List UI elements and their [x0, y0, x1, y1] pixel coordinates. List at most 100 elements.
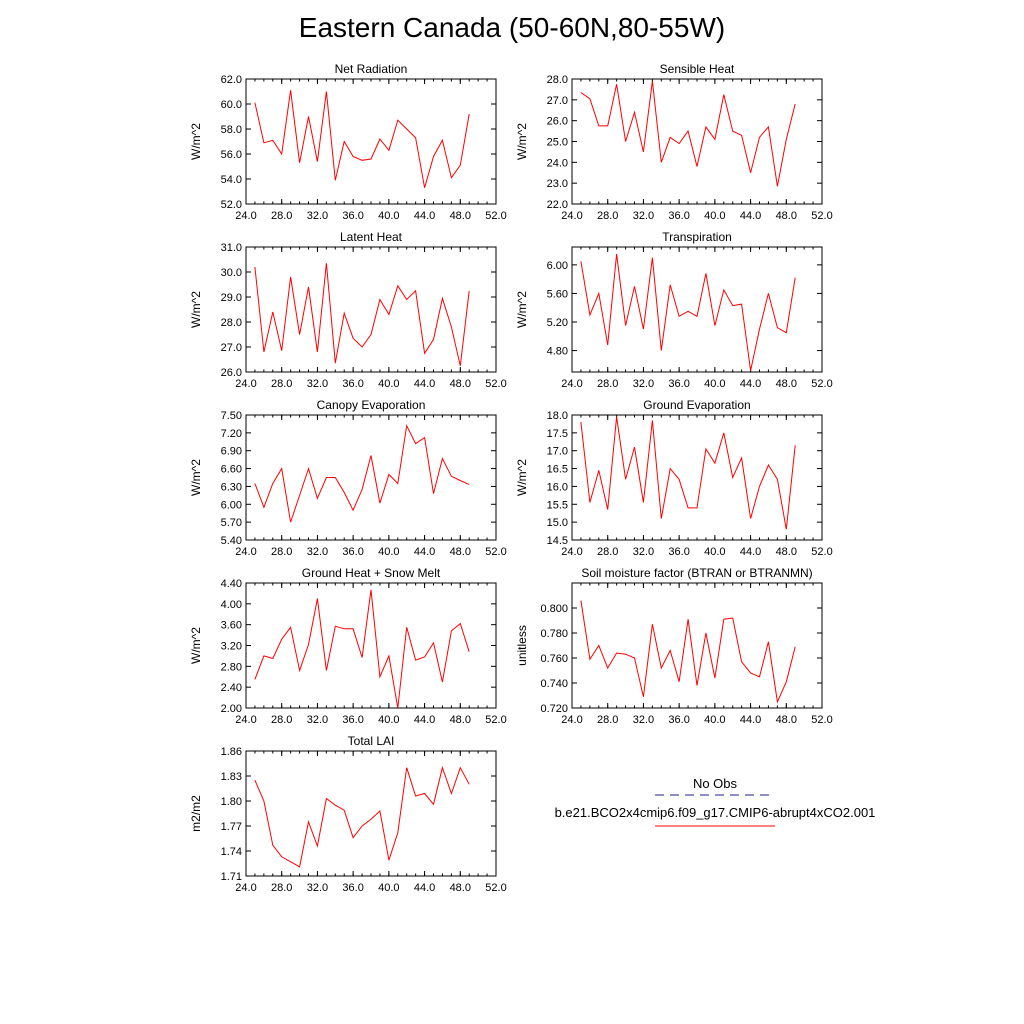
- x-tick-label: 48.0: [450, 882, 471, 894]
- panel-title: Latent Heat: [340, 230, 403, 244]
- series-line-1: [580, 416, 796, 530]
- y-tick-label: 6.30: [221, 481, 242, 493]
- y-tick-label: 24.0: [547, 157, 568, 169]
- legend: No Obs b.e21.BCO2x4cmip6.f09_g17.CMIP6-a…: [520, 776, 910, 832]
- series-line-1: [254, 765, 470, 868]
- x-tick-label: 48.0: [450, 210, 471, 222]
- y-tick-label: 2.40: [221, 682, 242, 694]
- y-tick-label: 15.5: [547, 499, 568, 511]
- x-tick-label: 28.0: [597, 378, 618, 390]
- x-tick-label: 40.0: [704, 210, 725, 222]
- legend-label-obs: No Obs: [692, 776, 738, 791]
- x-tick-label: 36.0: [342, 210, 363, 222]
- panel-9: Total LAI m2/m2 24.0 28.0 32.0 36.0 40.0 44.0 48…: [189, 734, 507, 894]
- y-tick-label: 14.5: [547, 535, 568, 547]
- y-tick-label: 1.86: [221, 746, 242, 758]
- x-tick-label: 48.0: [776, 378, 797, 390]
- x-tick-label: 36.0: [668, 378, 689, 390]
- y-axis-label: W/m^2: [189, 291, 203, 328]
- x-tick-label: 32.0: [633, 546, 654, 558]
- y-tick-label: 30.0: [221, 267, 242, 279]
- y-tick-label: 16.5: [547, 464, 568, 476]
- x-tick-label: 44.0: [414, 210, 435, 222]
- y-axis-label: W/m^2: [515, 459, 529, 496]
- x-tick-label: 40.0: [704, 546, 725, 558]
- panel-title: Canopy Evaporation: [317, 398, 426, 412]
- x-tick-label: 52.0: [811, 714, 832, 726]
- y-tick-label: 31.0: [221, 242, 242, 254]
- x-tick-label: 32.0: [307, 210, 328, 222]
- x-tick-label: 36.0: [342, 882, 363, 894]
- panel-title: Ground Evaporation: [643, 398, 750, 412]
- x-tick-label: 48.0: [450, 714, 471, 726]
- y-tick-label: 16.0: [547, 481, 568, 493]
- y-tick-label: 29.0: [221, 292, 242, 304]
- x-tick-label: 44.0: [740, 546, 761, 558]
- y-axis-label: unitless: [515, 625, 529, 666]
- x-tick-label: 28.0: [271, 546, 292, 558]
- x-tick-label: 28.0: [271, 210, 292, 222]
- x-tick-label: 44.0: [740, 210, 761, 222]
- x-tick-label: 52.0: [485, 714, 506, 726]
- x-tick-label: 24.0: [235, 714, 256, 726]
- x-tick-label: 32.0: [307, 882, 328, 894]
- x-tick-label: 44.0: [740, 714, 761, 726]
- x-tick-label: 24.0: [561, 546, 582, 558]
- panel-8: Soil moisture factor (BTRAN or BTRANMN) u…: [515, 566, 833, 726]
- y-axis-label: W/m^2: [189, 627, 203, 664]
- series-line-1: [580, 600, 796, 704]
- x-tick-label: 28.0: [271, 882, 292, 894]
- panel-title: Ground Heat + Snow Melt: [302, 566, 441, 580]
- y-tick-label: 23.0: [547, 178, 568, 190]
- y-tick-label: 56.0: [221, 149, 242, 161]
- y-tick-label: 3.60: [221, 620, 242, 632]
- y-axis-label: W/m^2: [189, 459, 203, 496]
- x-tick-label: 40.0: [378, 714, 399, 726]
- series-line-1: [254, 589, 470, 709]
- x-tick-label: 36.0: [668, 546, 689, 558]
- plot-frame: [571, 246, 823, 373]
- y-tick-label: 4.80: [547, 346, 568, 358]
- y-tick-label: 27.0: [547, 95, 568, 107]
- plot-frame: [571, 582, 823, 709]
- series-line-1: [580, 254, 796, 371]
- x-tick-label: 36.0: [342, 546, 363, 558]
- x-tick-label: 36.0: [342, 378, 363, 390]
- plot-frame: [245, 246, 497, 373]
- y-axis-label: W/m^2: [189, 123, 203, 160]
- panel-7: Ground Heat + Snow Melt W/m^2 24.0 28.0 32.0…: [189, 566, 507, 726]
- x-tick-label: 44.0: [740, 378, 761, 390]
- y-tick-label: 1.74: [221, 846, 242, 858]
- x-tick-label: 52.0: [485, 546, 506, 558]
- y-axis-label: W/m^2: [515, 291, 529, 328]
- y-tick-label: 5.20: [547, 317, 568, 329]
- x-tick-label: 52.0: [811, 210, 832, 222]
- y-tick-label: 27.0: [221, 342, 242, 354]
- y-tick-label: 28.0: [221, 317, 242, 329]
- y-tick-label: 1.71: [221, 871, 242, 883]
- y-tick-label: 26.0: [221, 367, 242, 379]
- y-tick-label: 1.83: [221, 771, 242, 783]
- x-tick-label: 52.0: [485, 882, 506, 894]
- y-tick-label: 28.0: [547, 74, 568, 86]
- x-tick-label: 24.0: [235, 882, 256, 894]
- x-tick-label: 28.0: [271, 714, 292, 726]
- y-axis-label: m2/m2: [189, 795, 203, 832]
- y-tick-label: 0.780: [540, 628, 568, 640]
- y-axis-label: W/m^2: [515, 123, 529, 160]
- y-tick-label: 1.77: [221, 821, 242, 833]
- y-tick-label: 5.40: [221, 535, 242, 547]
- y-tick-label: 5.60: [547, 288, 568, 300]
- x-tick-label: 40.0: [704, 714, 725, 726]
- y-tick-label: 25.0: [547, 137, 568, 149]
- x-tick-label: 28.0: [597, 210, 618, 222]
- y-tick-label: 0.800: [540, 603, 568, 615]
- series-line-1: [580, 81, 796, 187]
- y-tick-label: 6.00: [547, 260, 568, 272]
- figure-title: Eastern Canada (50-60N,80-55W): [298, 12, 726, 43]
- x-tick-label: 44.0: [414, 546, 435, 558]
- y-tick-label: 2.80: [221, 661, 242, 673]
- y-tick-label: 62.0: [221, 74, 242, 86]
- y-tick-label: 0.760: [540, 653, 568, 665]
